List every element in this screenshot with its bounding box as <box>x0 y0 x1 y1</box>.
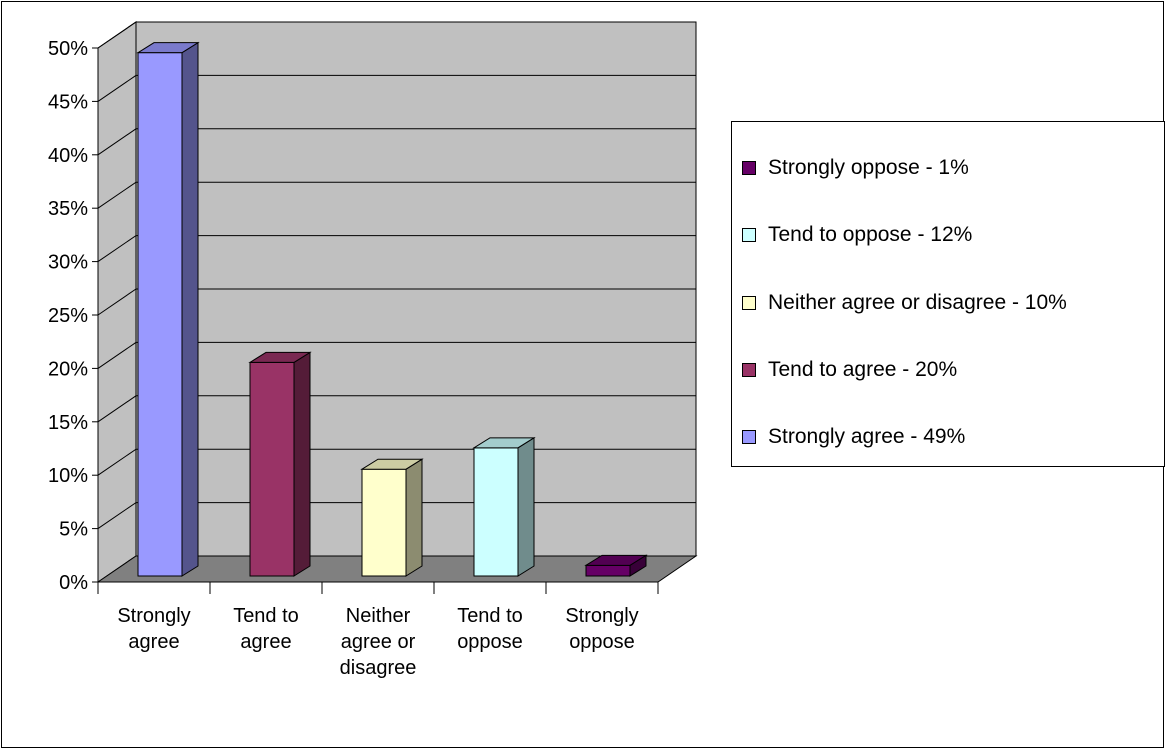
bar-side <box>405 458 423 577</box>
x-category-label: Neither <box>346 605 411 627</box>
y-tick-label: 10% <box>48 465 88 487</box>
bar-front <box>473 447 519 577</box>
bar-side <box>293 351 311 577</box>
y-tick-label: 40% <box>48 145 88 167</box>
gridline <box>97 21 696 49</box>
y-tick-label: 25% <box>48 305 88 327</box>
x-category-label: agree <box>128 631 179 653</box>
y-tick-label: 30% <box>48 252 88 274</box>
x-category-label: disagree <box>340 657 417 679</box>
gridline <box>97 395 696 423</box>
bar-0 <box>136 41 200 577</box>
legend-swatch <box>742 430 756 444</box>
y-tick-label: 35% <box>48 198 88 220</box>
bar-4 <box>584 554 648 577</box>
legend-label: Tend to agree - 20% <box>768 358 958 381</box>
gridline <box>97 181 696 209</box>
bar-2 <box>360 458 424 577</box>
legend-label: Strongly oppose - 1% <box>768 156 969 179</box>
x-category-label: Strongly <box>117 605 190 627</box>
x-category-label: oppose <box>457 631 523 653</box>
x-category-label: agree or <box>341 631 416 653</box>
bar-front <box>137 52 183 577</box>
bar-side <box>517 436 535 577</box>
bar-3 <box>472 436 536 577</box>
x-category-label: Tend to <box>233 605 299 627</box>
x-category-label: Tend to <box>457 605 523 627</box>
y-tick-label: 45% <box>48 91 88 113</box>
legend-label: Neither agree or disagree - 10% <box>768 291 1067 314</box>
bar-1 <box>248 351 312 577</box>
gridline <box>97 288 696 316</box>
legend-swatch <box>742 161 756 175</box>
y-tick-label: 15% <box>48 412 88 434</box>
y-tick-label: 50% <box>48 38 88 60</box>
gridline <box>97 128 696 156</box>
legend: Strongly oppose - 1% Tend to oppose - 12%… <box>731 121 1165 467</box>
bar-top <box>248 351 312 363</box>
legend-item: Neither agree or disagree - 10% <box>742 289 1067 317</box>
gridline <box>97 235 696 263</box>
bar-top <box>360 458 424 470</box>
legend-item: Tend to agree - 20% <box>742 356 957 384</box>
legend-swatch <box>742 363 756 377</box>
legend-label: Strongly agree - 49% <box>768 425 966 448</box>
gridline <box>97 341 696 369</box>
bar-front <box>585 564 631 577</box>
x-category-label: oppose <box>569 631 635 653</box>
legend-swatch <box>742 228 756 242</box>
bar-front <box>249 361 295 577</box>
y-tick-label: 0% <box>59 572 88 594</box>
x-category-label: agree <box>240 631 291 653</box>
x-category-label: Strongly <box>565 605 638 627</box>
gridline <box>97 74 696 102</box>
bar-side <box>181 41 199 577</box>
legend-item: Strongly oppose - 1% <box>742 154 969 182</box>
bar-top <box>136 42 200 54</box>
y-tick-label: 20% <box>48 358 88 380</box>
legend-swatch <box>742 296 756 310</box>
bar-front <box>361 468 407 577</box>
bar-top <box>472 437 536 449</box>
bar-top <box>584 554 648 566</box>
y-tick-label: 5% <box>59 519 88 541</box>
legend-item: Tend to oppose - 12% <box>742 221 972 249</box>
legend-item: Strongly agree - 49% <box>742 423 965 451</box>
legend-label: Tend to oppose - 12% <box>768 223 973 246</box>
